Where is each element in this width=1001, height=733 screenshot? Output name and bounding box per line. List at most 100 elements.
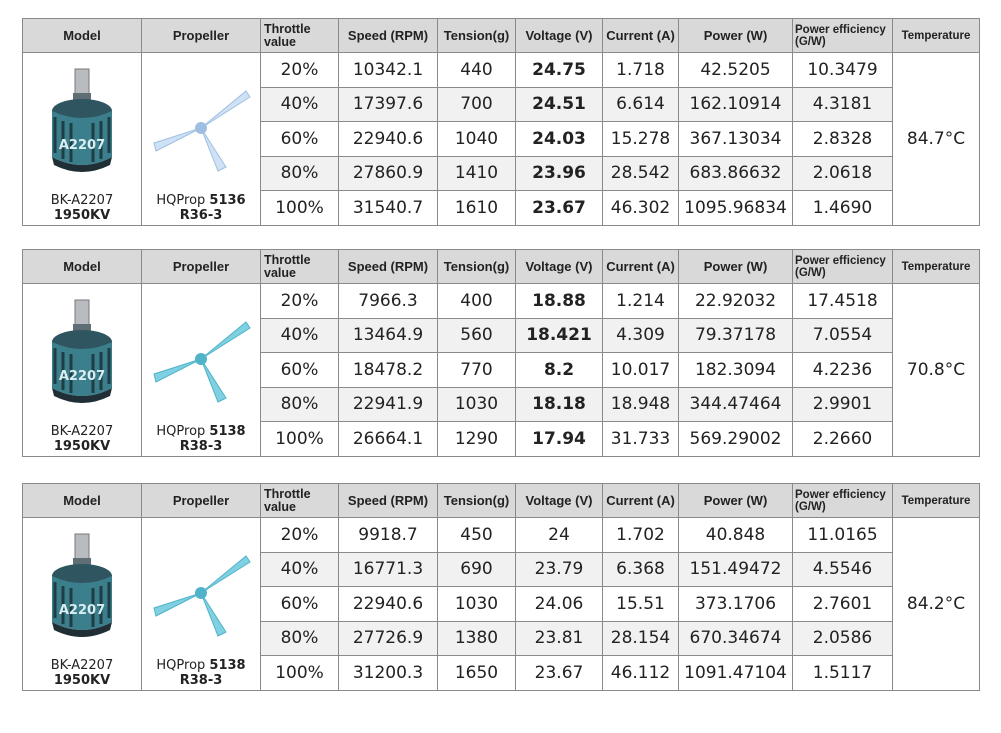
motor-image: A2207 [52, 299, 112, 403]
header-voltage: Voltage (V) [515, 483, 603, 518]
motor-test-table: Model Propeller Throttle value Speed (RPM) T… [22, 483, 980, 691]
svg-text:A2207: A2207 [59, 138, 105, 153]
tension-value: 1030 [437, 386, 516, 422]
table-row: 60% 22940.6 1040 24.03 15.278 367.13034 2.8328 [23, 121, 980, 157]
efficiency-value: 11.0165 [792, 517, 893, 553]
efficiency-value: 10.3479 [792, 52, 893, 88]
model-kv: 1950KV [53, 207, 111, 223]
propeller-cell: HQProp 5138 R38-3 [141, 517, 261, 691]
current-value: 28.542 [602, 155, 679, 191]
throttle-value: 40% [260, 317, 339, 353]
model-name: BK-A2207 [50, 657, 114, 673]
header-power: Power (W) [678, 483, 793, 518]
propeller-brand: HQProp [156, 192, 210, 208]
header-efficiency: Power efficiency (G/W) [792, 249, 893, 284]
header-speed: Speed (RPM) [338, 18, 438, 53]
propeller-cell: HQProp 5138 R38-3 [141, 283, 261, 457]
model-name: BK-A2207 [50, 423, 114, 439]
current-value: 15.51 [602, 586, 679, 622]
header-tension: Tension(g) [437, 483, 516, 518]
table-row: 80% 22941.9 1030 18.18 18.948 344.47464 2.9901 [23, 386, 980, 422]
efficiency-value: 2.0586 [792, 620, 893, 656]
current-value: 15.278 [602, 121, 679, 157]
propeller-brand: HQProp [156, 423, 210, 439]
efficiency-value: 2.9901 [792, 386, 893, 422]
power-value: 1095.96834 [678, 190, 793, 226]
speed-value: 17397.6 [338, 86, 438, 122]
svg-text:A2207: A2207 [59, 369, 105, 384]
header-speed: Speed (RPM) [338, 249, 438, 284]
table-row: 100% 31200.3 1650 23.67 46.112 1091.47104 1.51… [23, 655, 980, 691]
header-temperature: Temperature [892, 249, 980, 284]
table-row: 100% 31540.7 1610 23.67 46.302 1095.96834 1.46… [23, 190, 980, 226]
power-value: 367.13034 [678, 121, 793, 157]
tension-value: 1410 [437, 155, 516, 191]
efficiency-value: 1.4690 [792, 190, 893, 226]
propeller-size: 5138 [209, 423, 246, 439]
model-name: BK-A2207 [50, 192, 114, 208]
current-value: 6.368 [602, 551, 679, 587]
current-value: 4.309 [602, 317, 679, 353]
current-value: 1.718 [602, 52, 679, 88]
table-row: A2207 BK-A2207 1950KV HQProp 5138 R38-3 20% 79… [22, 283, 980, 457]
current-value: 6.614 [602, 86, 679, 122]
model-kv: 1950KV [53, 438, 111, 454]
throttle-value: 40% [260, 86, 339, 122]
propeller-type: R38-3 [179, 438, 223, 454]
current-value: 1.702 [602, 517, 679, 553]
table-row: 80% 27726.9 1380 23.81 28.154 670.34674 2.0586 [23, 620, 980, 656]
efficiency-value: 4.5546 [792, 551, 893, 587]
header-power: Power (W) [678, 18, 793, 53]
motor-image: A2207 [52, 533, 112, 637]
current-value: 46.302 [602, 190, 679, 226]
header-throttle: Throttle value [260, 18, 339, 53]
power-value: 151.49472 [678, 551, 793, 587]
header-propeller: Propeller [141, 249, 261, 284]
header-row: Model Propeller Throttle value Speed (RPM) T… [22, 249, 980, 284]
power-value: 182.3094 [678, 352, 793, 388]
speed-value: 22940.6 [338, 586, 438, 622]
propeller-type: R36-3 [179, 207, 223, 223]
voltage-value: 18.421 [515, 317, 603, 353]
header-efficiency: Power efficiency (G/W) [792, 18, 893, 53]
speed-value: 31540.7 [338, 190, 438, 226]
table-row: 40% 17397.6 700 24.51 6.614 162.10914 4.3181 [23, 86, 980, 122]
efficiency-value: 2.7601 [792, 586, 893, 622]
speed-value: 18478.2 [338, 352, 438, 388]
voltage-value: 8.2 [515, 352, 603, 388]
throttle-value: 20% [260, 52, 339, 88]
header-current: Current (A) [602, 18, 679, 53]
voltage-value: 24.06 [515, 586, 603, 622]
tension-value: 1290 [437, 421, 516, 457]
header-current: Current (A) [602, 249, 679, 284]
header-temperature: Temperature [892, 18, 980, 53]
header-voltage: Voltage (V) [515, 18, 603, 53]
efficiency-value: 2.8328 [792, 121, 893, 157]
voltage-value: 17.94 [515, 421, 603, 457]
speed-value: 10342.1 [338, 52, 438, 88]
header-model: Model [22, 483, 142, 518]
speed-value: 31200.3 [338, 655, 438, 691]
model-cell: A2207 BK-A2207 1950KV [22, 283, 142, 457]
table-row: 100% 26664.1 1290 17.94 31.733 569.29002 2.266… [23, 421, 980, 457]
speed-value: 22941.9 [338, 386, 438, 422]
efficiency-value: 1.5117 [792, 655, 893, 691]
header-model: Model [22, 249, 142, 284]
speed-value: 13464.9 [338, 317, 438, 353]
header-speed: Speed (RPM) [338, 483, 438, 518]
throttle-value: 40% [260, 551, 339, 587]
speed-value: 26664.1 [338, 421, 438, 457]
power-value: 162.10914 [678, 86, 793, 122]
header-model: Model [22, 18, 142, 53]
motor-test-table: Model Propeller Throttle value Speed (RPM) T… [22, 18, 980, 226]
speed-value: 22940.6 [338, 121, 438, 157]
current-value: 31.733 [602, 421, 679, 457]
tension-value: 770 [437, 352, 516, 388]
temperature-value: 70.8°C [892, 283, 980, 457]
tension-value: 700 [437, 86, 516, 122]
model-kv: 1950KV [53, 672, 111, 688]
power-value: 344.47464 [678, 386, 793, 422]
throttle-value: 100% [260, 655, 339, 691]
temperature-value: 84.2°C [892, 517, 980, 691]
voltage-value: 23.96 [515, 155, 603, 191]
